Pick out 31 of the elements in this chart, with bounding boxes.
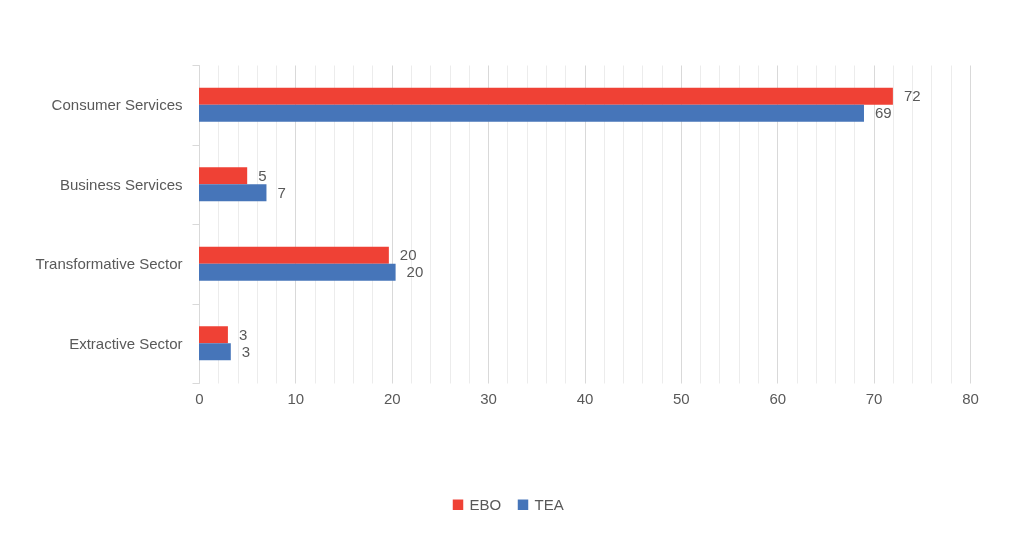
legend-label: TEA bbox=[534, 495, 564, 513]
legend-label: EBO bbox=[469, 495, 502, 513]
data-label: 72 bbox=[903, 87, 921, 105]
y-tick-label: Business Services bbox=[59, 175, 183, 193]
x-tick-label: 20 bbox=[383, 389, 401, 407]
y-tick-label: Consumer Services bbox=[51, 96, 183, 114]
x-tick-label: 40 bbox=[576, 389, 594, 407]
x-tick-label: 0 bbox=[195, 389, 204, 407]
data-label: 3 bbox=[238, 325, 248, 343]
bar bbox=[199, 184, 267, 202]
bar bbox=[199, 104, 864, 122]
data-label: 3 bbox=[241, 342, 251, 360]
x-tick-label: 50 bbox=[673, 389, 690, 407]
x-tick-label: 70 bbox=[865, 389, 883, 407]
bar bbox=[199, 343, 231, 361]
data-label: 7 bbox=[277, 183, 286, 201]
x-tick-label: 60 bbox=[769, 389, 787, 407]
y-tick-label: Transformative Sector bbox=[35, 255, 183, 273]
x-tick-label: 10 bbox=[287, 389, 305, 407]
bar bbox=[199, 246, 389, 264]
x-tick-label: 80 bbox=[962, 389, 979, 407]
data-label: 69 bbox=[874, 104, 892, 122]
bar bbox=[199, 167, 248, 185]
data-label: 20 bbox=[406, 263, 424, 281]
bar bbox=[199, 87, 893, 105]
y-tick-label: Extractive Sector bbox=[69, 334, 183, 352]
x-tick-label: 30 bbox=[480, 389, 497, 407]
bar bbox=[199, 326, 228, 344]
bar bbox=[199, 263, 396, 281]
data-label: 20 bbox=[399, 246, 417, 264]
data-label: 5 bbox=[258, 166, 267, 184]
